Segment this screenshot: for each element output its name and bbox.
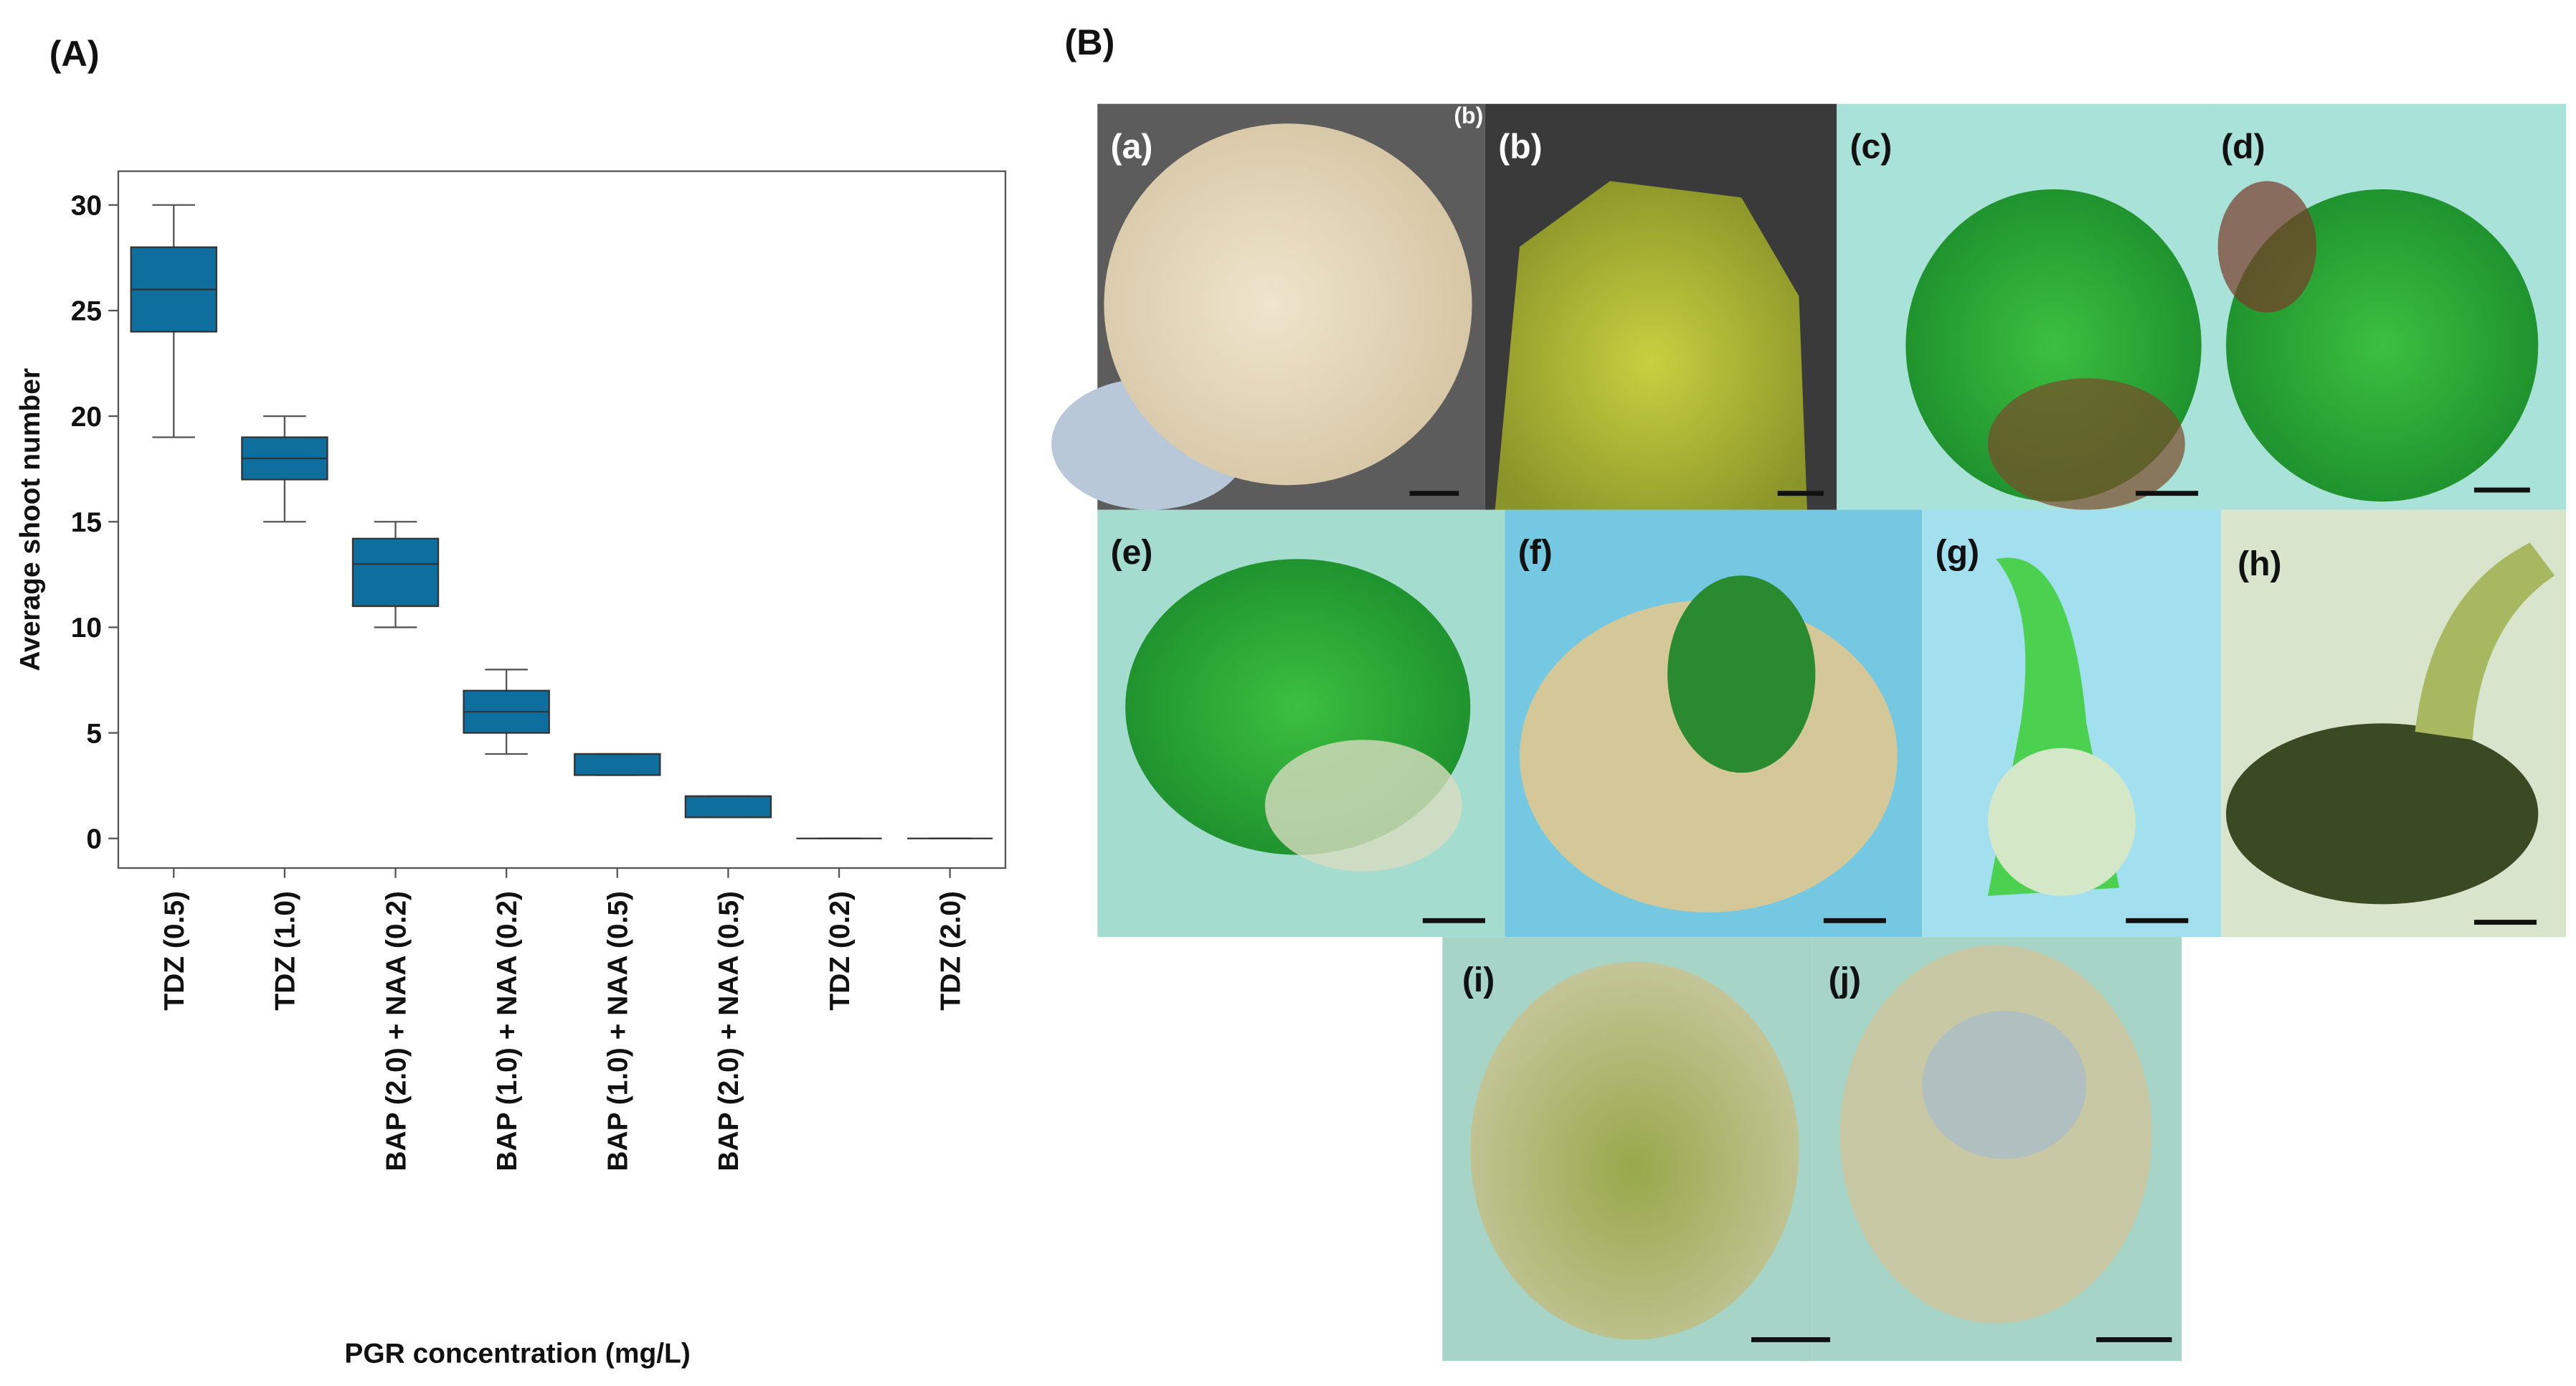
box [684, 795, 772, 819]
photo-label: (f) [1518, 533, 1553, 572]
photo-label: (b) [1498, 127, 1542, 166]
x-tick-label: TDZ (0.2) [825, 891, 856, 1011]
x-tick-label: TDZ (2.0) [935, 891, 966, 1011]
photo [1470, 961, 1799, 1340]
photo-label: (e) [1111, 533, 1153, 572]
photo-label: (g) [1936, 533, 1979, 572]
photo [1987, 378, 2185, 510]
x-tick-label: BAP (1.0) + NAA (0.2) [492, 891, 523, 1172]
photo-labels: (a) (b) (c) (d) (e) (f) (g) (h) (i) (j) [1111, 127, 2282, 999]
panel-label: (B) [1064, 22, 1114, 62]
y-axis-label: Average shoot number [15, 368, 46, 671]
x-tick-label: TDZ (1.0) [270, 891, 301, 1011]
x-tick-label: BAP (1.0) + NAA (0.5) [603, 891, 634, 1172]
y-tick-label: 20 [71, 402, 102, 433]
y-tick-label: 30 [71, 191, 102, 222]
photo [1264, 740, 1462, 872]
photo [1987, 748, 2136, 896]
photo-label: (d) [2221, 127, 2265, 166]
photo-label: (a) [1111, 127, 1153, 166]
plot-area: 0 5 10 15 20 25 30 TDZ (0.5) TDZ (1.0) BAP (2.0) … [71, 191, 993, 1172]
panel-label: (A) [49, 33, 100, 74]
photo-label: (c) [1850, 127, 1892, 166]
x-axis-label: PGR concentration (mg/L) [344, 1339, 690, 1370]
photo-label: (b) [1454, 103, 1483, 128]
photo [2217, 181, 2317, 313]
photo-grid [1051, 103, 2567, 1362]
photo [1104, 123, 1472, 486]
x-tick-label: TDZ (0.5) [159, 891, 190, 1011]
photo [1667, 575, 1816, 773]
box [351, 537, 440, 608]
photo [1922, 1011, 2087, 1159]
y-tick-label: 15 [71, 507, 102, 538]
photo-label: (h) [2238, 544, 2281, 583]
y-tick-label: 0 [86, 824, 102, 855]
plot-frame [117, 170, 1007, 869]
photo-label: (i) [1462, 961, 1495, 999]
scale-bars [1409, 487, 2537, 1342]
photo [2226, 723, 2539, 905]
photo-label: (j) [1829, 961, 1861, 999]
y-tick-label: 10 [71, 613, 102, 644]
x-tick-label: BAP (2.0) + NAA (0.2) [381, 891, 412, 1172]
photo [1495, 181, 1807, 510]
photo [2415, 542, 2555, 740]
x-tick-label: BAP (2.0) + NAA (0.5) [714, 891, 744, 1172]
box [574, 753, 661, 776]
y-tick-label: 25 [71, 296, 102, 327]
y-tick-label: 5 [86, 718, 102, 749]
